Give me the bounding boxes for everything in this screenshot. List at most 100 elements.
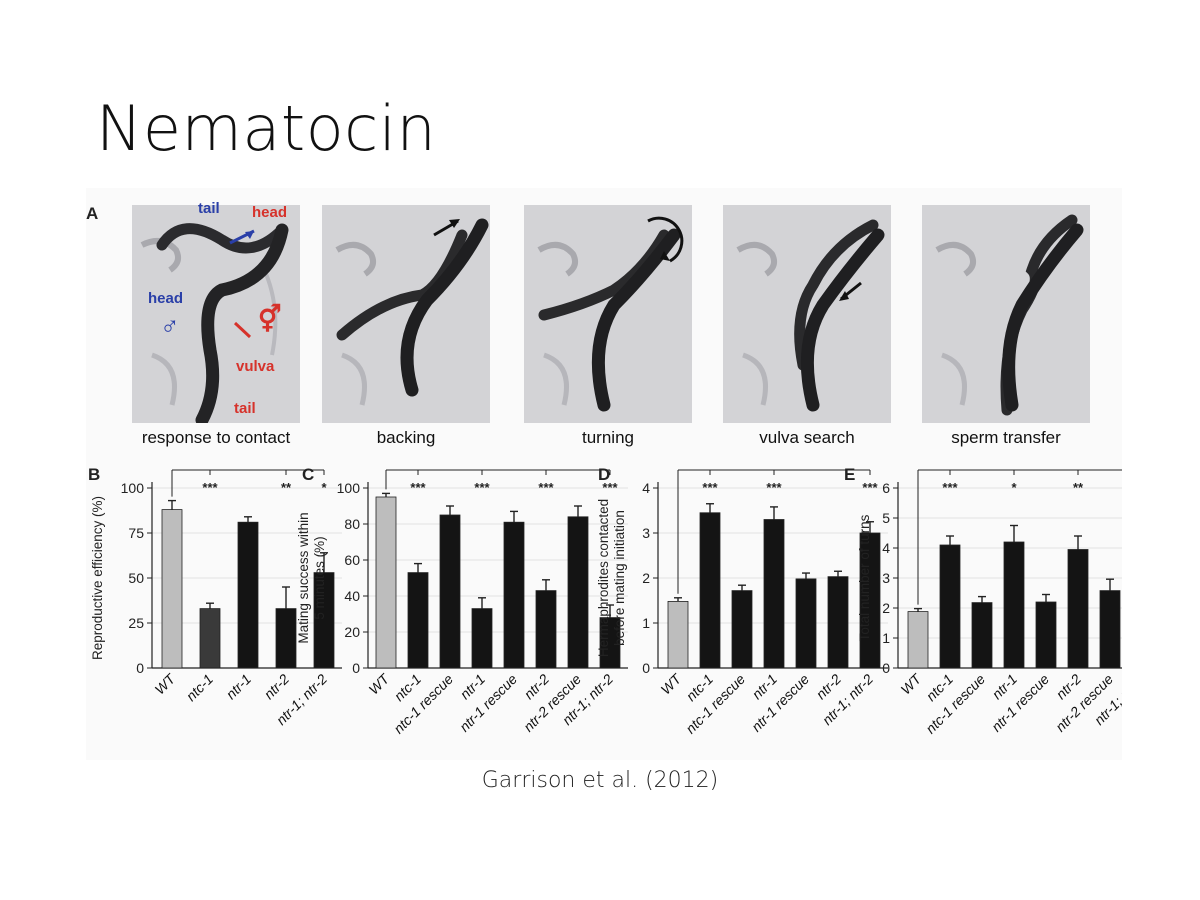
xtick-label-b-3: ntr-2 — [261, 671, 293, 703]
panel-letter-c: C — [302, 465, 314, 484]
photo-response-to-contact — [132, 205, 300, 423]
bar-e-2 — [971, 602, 993, 669]
xtick-label-d-0: WT — [657, 670, 685, 698]
xtick-label-e-4: ntr-1 rescue — [988, 671, 1052, 735]
ylabel-c-line0: Mating success within — [296, 512, 311, 643]
ylabel-e: Total number of turns — [857, 514, 872, 641]
bar-e-4 — [1035, 601, 1057, 669]
sig-label-c-5: *** — [538, 480, 554, 495]
xtick-label-b-1: ntc-1 — [183, 671, 216, 704]
xtick-label-c-2: ntc-1 rescue — [390, 671, 456, 737]
photo-backing — [322, 205, 490, 423]
panel-letter-a: A — [86, 204, 99, 223]
bar-e-1 — [939, 544, 961, 669]
ytick-label-d-0: 0 — [642, 660, 650, 676]
bar-d-2 — [731, 590, 753, 669]
sig-label-b-1: *** — [202, 480, 218, 495]
ytick-label-e-3: 3 — [882, 570, 890, 586]
ytick-label-e-0: 0 — [882, 660, 890, 676]
slide-title: Nematocin — [96, 92, 437, 165]
bar-c-1 — [407, 572, 429, 669]
ytick-label-e-2: 2 — [882, 600, 890, 616]
label-male-head: head — [148, 290, 184, 307]
bar-c-3 — [471, 608, 493, 669]
bar-e-6 — [1099, 590, 1121, 669]
xtick-label-b-2: ntr-1 — [223, 671, 254, 702]
bar-d-3 — [763, 519, 785, 669]
bar-c-4 — [503, 521, 525, 669]
bar-d-1 — [699, 512, 721, 669]
ytick-label-d-4: 4 — [642, 480, 650, 496]
sig-label-b-3: ** — [281, 480, 292, 495]
bar-b-1 — [199, 608, 221, 669]
xtick-label-c-0: WT — [365, 670, 393, 698]
ytick-label-d-1: 1 — [642, 615, 650, 631]
bar-c-6 — [567, 516, 589, 669]
ytick-label-b-1: 25 — [128, 615, 144, 631]
stage-label-sperm-transfer: sperm transfer — [951, 428, 1061, 447]
ylabel-c-line1: 5 minutes (%) — [312, 536, 327, 619]
bar-d-4 — [795, 578, 817, 669]
sig-label-e-5: ** — [1073, 480, 1084, 495]
ytick-label-c-2: 40 — [344, 588, 360, 604]
ytick-label-c-0: 0 — [352, 660, 360, 676]
citation: Garrison et al. (2012) — [481, 768, 719, 793]
photo-sperm-transfer — [922, 205, 1090, 423]
stage-label-backing: backing — [376, 428, 436, 447]
bar-e-0 — [907, 611, 929, 669]
ytick-label-b-2: 50 — [128, 570, 144, 586]
photo-turning — [524, 205, 692, 423]
stage-label-response-to-contact: response to contact — [141, 428, 291, 447]
bar-b-3 — [275, 608, 297, 669]
sig-label-c-3: *** — [474, 480, 490, 495]
xtick-label-d-2: ntc-1 rescue — [682, 671, 748, 737]
sig-label-e-1: *** — [942, 480, 958, 495]
sig-label-d-1: *** — [702, 480, 718, 495]
male-symbol: ♂ — [160, 310, 180, 340]
ytick-label-e-4: 4 — [882, 540, 890, 556]
bar-b-0 — [161, 509, 183, 669]
bar-e-3 — [1003, 541, 1025, 669]
bar-c-0 — [375, 496, 397, 669]
ytick-label-e-6: 6 — [882, 480, 890, 496]
bar-d-5 — [827, 576, 849, 669]
ytick-label-d-3: 3 — [642, 525, 650, 541]
ytick-label-c-4: 80 — [344, 516, 360, 532]
xtick-label-e-2: ntc-1 rescue — [922, 671, 988, 737]
label-herm-head: head — [252, 204, 288, 221]
xtick-label-b-0: WT — [151, 670, 179, 698]
label-vulva: vulva — [236, 358, 275, 375]
ytick-label-c-5: 100 — [337, 480, 361, 496]
bar-e-5 — [1067, 549, 1089, 669]
panel-letter-b: B — [88, 465, 100, 484]
panel-letter-d: D — [598, 465, 610, 484]
ytick-label-e-5: 5 — [882, 510, 890, 526]
bar-c-7 — [599, 617, 621, 669]
ytick-label-c-3: 60 — [344, 552, 360, 568]
xtick-label-e-0: WT — [897, 670, 925, 698]
sig-label-d-3: *** — [766, 480, 782, 495]
bar-b-4 — [313, 572, 335, 669]
ylabel-b: Reproductive efficiency (%) — [90, 496, 105, 660]
herm-symbol: ⚥ — [258, 304, 282, 334]
bar-c-5 — [535, 590, 557, 669]
ylabel-d-line1: before mating initiation — [612, 510, 627, 646]
ylabel-d-line0: Hermaphrodites contacted — [596, 499, 611, 657]
xtick-label-c-4: ntr-1 rescue — [456, 671, 520, 735]
ytick-label-e-1: 1 — [882, 630, 890, 646]
xtick-label-d-4: ntr-1 rescue — [748, 671, 812, 735]
ytick-label-b-0: 0 — [136, 660, 144, 676]
panel-letter-e: E — [844, 465, 855, 484]
bar-d-6 — [859, 532, 881, 669]
bar-d-0 — [667, 600, 689, 669]
sig-label-e-3: * — [1011, 480, 1017, 495]
label-herm-tail: tail — [234, 400, 256, 417]
sig-label-c-1: *** — [410, 480, 426, 495]
figure: A tail head head ♂ ⚥ vulva tail — [86, 188, 1122, 760]
sig-label-b-4: * — [321, 480, 327, 495]
label-male-tail: tail — [198, 200, 220, 217]
ytick-label-d-2: 2 — [642, 570, 650, 586]
photo-vulva-search — [723, 205, 891, 423]
bar-b-2 — [237, 521, 259, 669]
